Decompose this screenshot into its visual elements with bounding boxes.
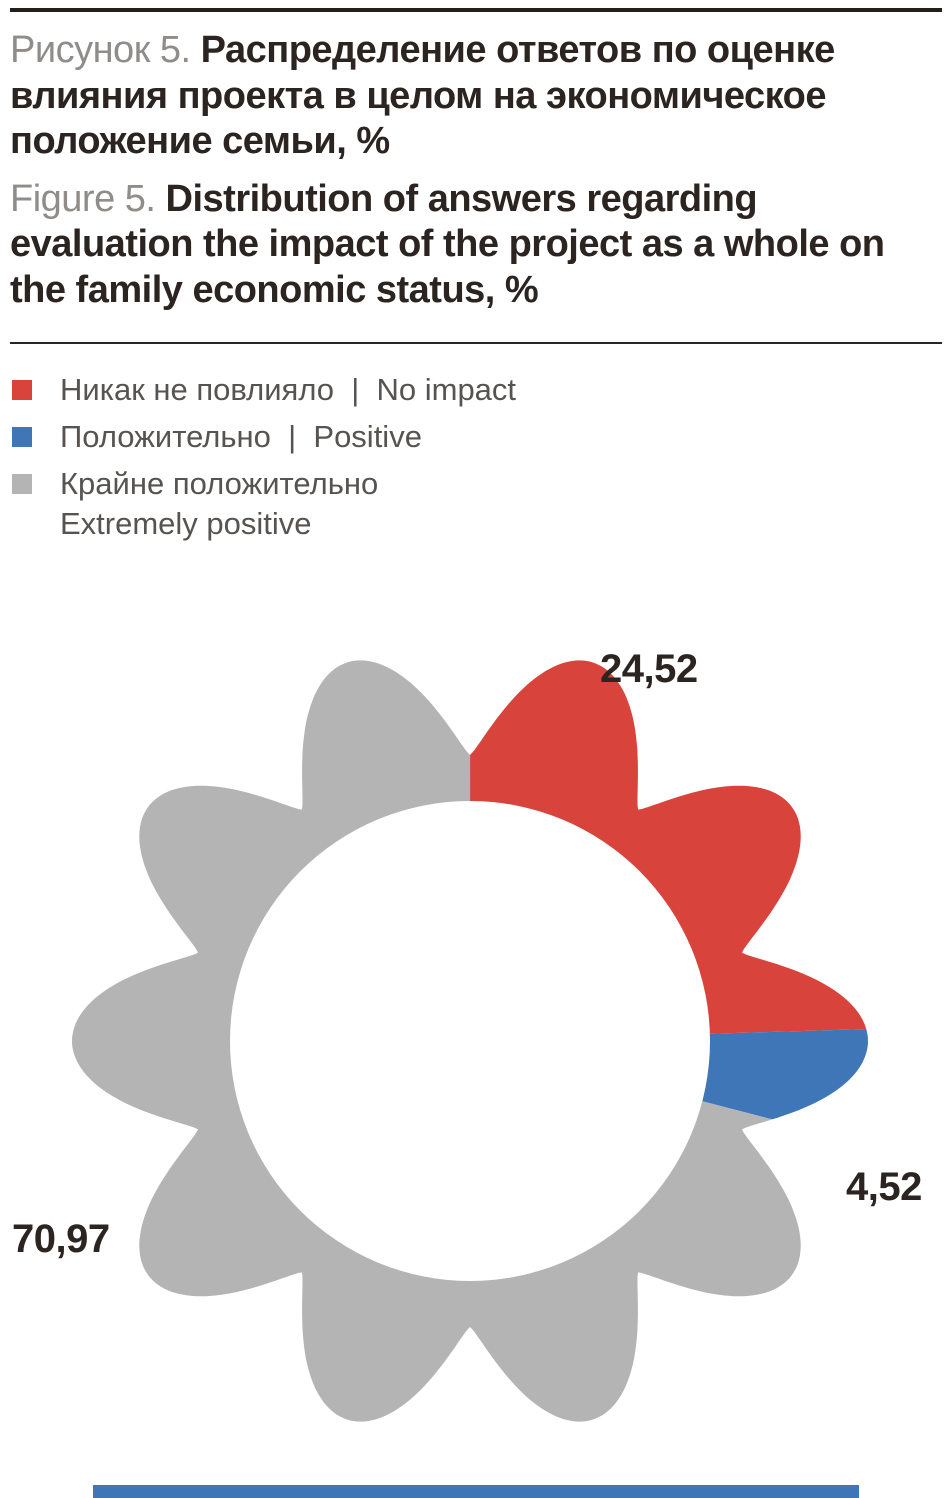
legend-item-no-impact: Никак не повлияло | No impact: [10, 370, 942, 410]
title-english: Figure 5. Distribution of answers regard…: [10, 177, 940, 314]
footer-accent-bar: [93, 1485, 859, 1498]
legend: Никак не повлияло | No impact Положитель…: [10, 370, 942, 545]
chart-area: 24,52 4,52 70,97: [0, 623, 952, 1463]
legend-item-extremely-positive: Крайне положительно Extremely positive: [10, 464, 942, 545]
top-rule: [10, 8, 942, 12]
value-label-no-impact: 24,52: [600, 646, 698, 691]
legend-label-extremely-positive: Крайне положительно Extremely positive: [60, 466, 379, 542]
value-label-positive: 4,52: [846, 1164, 922, 1209]
legend-swatch-blue: [12, 426, 32, 447]
legend-label-positive: Положительно | Positive: [60, 418, 422, 454]
legend-swatch-gray: [12, 474, 32, 495]
figure-title-en: Distribution of answers regarding evalua…: [10, 177, 885, 311]
figure-label-en: Figure 5.: [10, 177, 156, 220]
legend-item-positive: Положительно | Positive: [10, 417, 942, 457]
figure-label-ru: Рисунок 5.: [10, 29, 191, 71]
figure-title-ru: Распределение ответов по оценке влияния …: [10, 29, 835, 163]
donut-hole: [230, 800, 710, 1281]
legend-swatch-red: [12, 379, 32, 400]
divider-rule: [10, 341, 942, 344]
flower-pie-chart: [72, 660, 868, 1422]
value-label-extremely-positive: 70,97: [12, 1216, 110, 1261]
title-russian: Рисунок 5. Распределение ответов по оцен…: [10, 28, 940, 165]
legend-label-no-impact: Никак не повлияло | No impact: [60, 371, 517, 407]
